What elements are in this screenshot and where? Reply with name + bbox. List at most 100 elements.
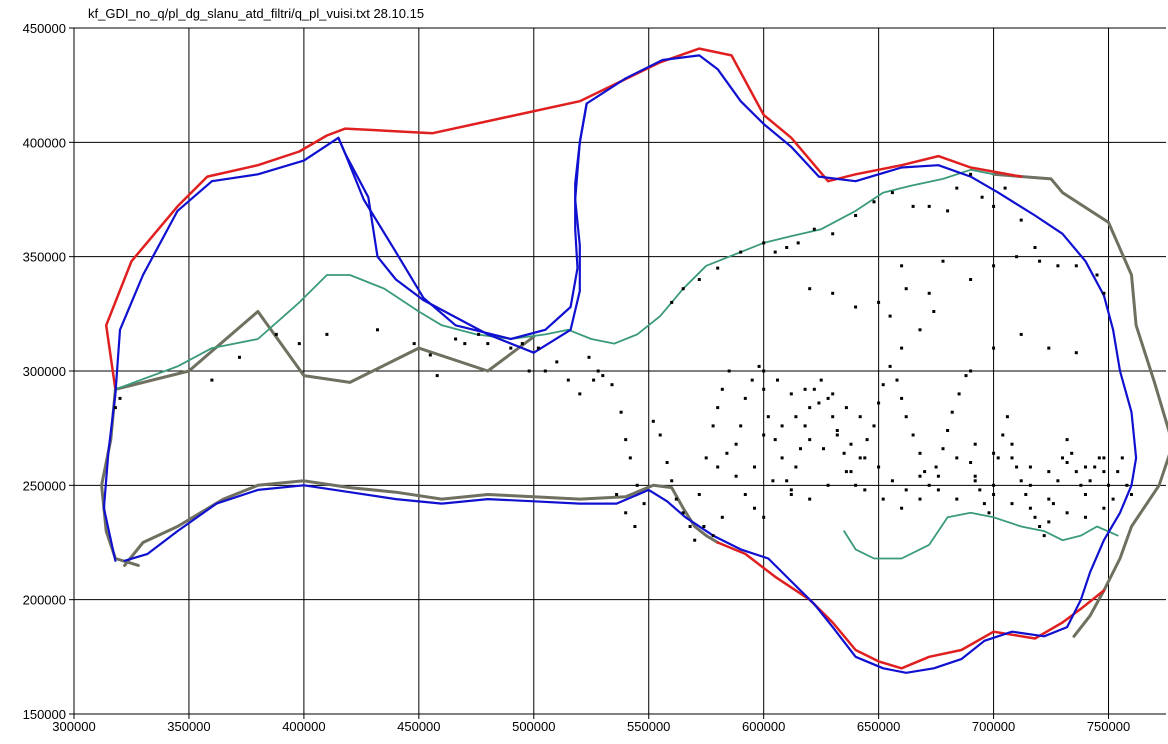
data-point — [1130, 493, 1133, 496]
data-point — [711, 424, 715, 428]
data-point — [665, 461, 669, 464]
data-point — [835, 429, 839, 432]
data-point — [900, 396, 904, 400]
data-point — [1093, 465, 1097, 469]
data-point — [486, 342, 490, 346]
data-point — [536, 346, 540, 350]
data-point — [454, 337, 458, 341]
data-point — [1015, 465, 1019, 469]
y-tick-label: 200000 — [23, 593, 66, 608]
data-point — [941, 259, 945, 263]
data-point — [1074, 264, 1078, 268]
data-point — [734, 474, 738, 478]
data-point — [854, 305, 858, 309]
data-point — [520, 342, 524, 346]
data-point — [955, 186, 959, 190]
data-point — [888, 364, 892, 368]
data-point — [753, 465, 756, 469]
data-point — [955, 497, 959, 501]
data-point — [918, 328, 922, 332]
x-tick-label: 300000 — [52, 719, 95, 734]
olive-outline-south — [123, 479, 720, 567]
data-point — [808, 497, 812, 501]
data-point — [624, 438, 628, 442]
data-point — [863, 456, 867, 460]
data-point — [619, 410, 623, 414]
data-point — [888, 314, 892, 318]
data-point — [950, 410, 954, 414]
data-point — [771, 479, 775, 483]
data-point — [1028, 506, 1032, 510]
data-point — [1107, 483, 1110, 487]
y-tick-label: 400000 — [23, 135, 66, 150]
olive-outline-west — [100, 310, 536, 567]
data-point — [992, 451, 996, 455]
data-point — [831, 392, 835, 396]
data-point — [1056, 479, 1060, 483]
data-point — [757, 364, 761, 368]
data-point — [858, 456, 862, 460]
data-point — [1095, 273, 1099, 277]
data-point — [785, 479, 789, 483]
data-point — [1065, 461, 1069, 464]
data-point — [555, 360, 559, 364]
data-point — [1015, 255, 1019, 259]
data-point — [1102, 291, 1106, 295]
x-tick-label: 600000 — [742, 719, 785, 734]
data-point — [854, 214, 858, 217]
data-point — [720, 515, 724, 519]
data-point — [716, 266, 720, 270]
data-point — [803, 424, 807, 428]
data-point — [681, 511, 685, 515]
green-contour-line — [114, 168, 995, 391]
data-point — [865, 438, 869, 442]
data-point — [992, 493, 996, 496]
data-point — [1116, 470, 1120, 474]
data-point — [1102, 506, 1106, 510]
olive-outline-east — [992, 172, 1168, 638]
data-point — [592, 378, 596, 382]
data-point — [297, 342, 301, 346]
data-point — [739, 424, 743, 428]
data-point — [826, 396, 830, 400]
data-point — [1047, 470, 1051, 474]
data-point — [803, 387, 807, 391]
data-point — [527, 369, 531, 373]
data-point — [872, 424, 876, 428]
data-point — [753, 506, 756, 510]
data-point — [911, 433, 915, 437]
data-point — [624, 511, 628, 515]
data-point — [941, 447, 945, 451]
data-point — [812, 387, 816, 391]
data-point — [1102, 456, 1106, 460]
data-point — [1033, 515, 1037, 519]
data-point — [817, 401, 821, 405]
data-point — [773, 250, 777, 254]
data-point — [1120, 456, 1124, 460]
observation-points — [113, 172, 1133, 542]
data-point — [844, 406, 848, 410]
x-tick-label: 550000 — [627, 719, 670, 734]
data-point — [1102, 470, 1106, 474]
data-point — [1047, 520, 1051, 524]
data-point — [1047, 346, 1051, 350]
blue-boundary-north-lobe — [337, 102, 588, 341]
data-point — [720, 387, 724, 391]
data-point — [918, 451, 922, 455]
data-point — [1125, 483, 1129, 487]
data-point — [210, 378, 214, 382]
data-point — [762, 241, 766, 245]
data-point — [969, 278, 973, 281]
data-point — [890, 191, 894, 195]
data-point — [727, 369, 731, 373]
data-point — [849, 470, 853, 474]
y-tick-label: 350000 — [23, 250, 66, 265]
data-point — [670, 479, 674, 483]
data-point — [789, 488, 793, 492]
data-point — [969, 461, 973, 464]
y-tick-label: 250000 — [23, 478, 66, 493]
x-tick-label: 450000 — [397, 719, 440, 734]
data-point — [1010, 442, 1014, 446]
data-point — [587, 355, 591, 359]
data-point — [1028, 483, 1032, 487]
